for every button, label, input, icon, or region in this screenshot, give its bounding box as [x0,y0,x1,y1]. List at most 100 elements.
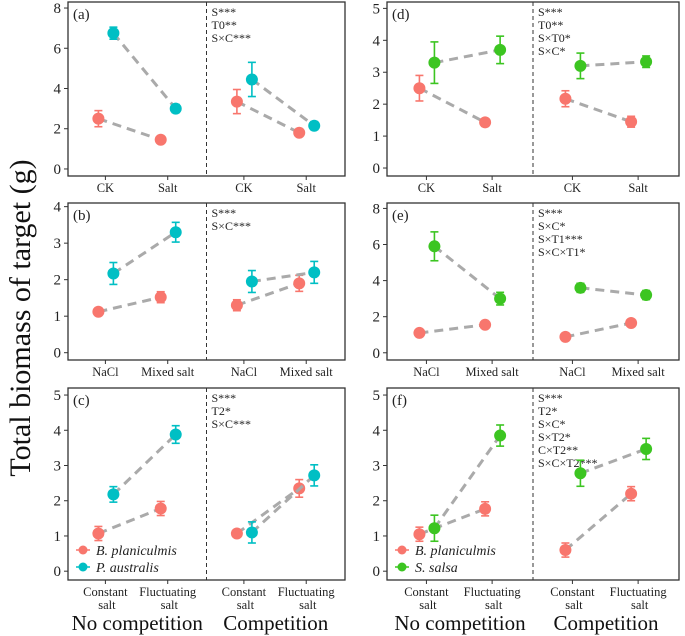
y-tick-label: 0 [373,346,381,362]
data-point [92,527,105,540]
data-point [494,43,507,56]
y-tick-label: 4 [373,274,381,290]
x-tick-label-line: Constant [222,585,267,599]
series-line-s-salsa [434,48,501,65]
significance-annotation: S×C×T2*** [538,456,598,470]
panel-label: (a) [73,7,90,23]
x-tick-label: Fluctuating salt [139,585,197,612]
y-tick-label: 0 [54,346,62,362]
x-tick-label-line: salt [562,598,583,612]
data-point [479,318,492,331]
data-point [107,488,120,501]
series-line-b-planiculmis [565,321,632,339]
significance-annotation: S×C*** [212,417,251,431]
data-point [230,527,243,540]
x-tick-label: NaCl [559,365,586,379]
significance-annotation: S×T1*** [538,232,583,246]
series-line-s-salsa [433,434,502,530]
series-line-b-planiculmis [564,492,633,552]
x-tick-label: CK [564,181,581,195]
y-tick-label: 1 [373,129,381,145]
data-point [169,102,182,115]
legend-label: B. planiculmis [96,544,177,559]
x-tick-label-line: Fluctuating [464,585,522,599]
series-line-b-planiculmis [97,117,162,142]
data-point [413,82,426,95]
data-point [107,27,120,40]
x-tick-label-line: Constant [83,585,128,599]
data-point [230,299,243,312]
significance-annotation: T2* [538,404,557,418]
x-tick-label: Mixed salt [612,365,666,379]
y-tick-label: 2 [373,310,381,326]
data-point [413,528,426,541]
y-axis-title: Total biomass of target (g) [4,159,37,476]
y-tick-label: 0 [373,161,381,177]
y-tick-label: 1 [373,529,381,545]
series-line-b-planiculmis [418,86,486,124]
group-label: Competition [554,611,660,635]
series-line-b-planiculmis [564,97,632,124]
panel-label: (c) [73,393,90,409]
legend-marker [397,562,407,572]
y-tick-label: 2 [373,97,381,113]
series-line-b-planiculmis [97,507,162,535]
significance-annotation: S×T2* [538,430,571,444]
significance-annotation: S×C*** [212,219,251,233]
significance-annotation: S×C×T1* [538,245,586,259]
data-point [169,428,182,441]
data-point [625,317,638,330]
y-tick-label: 1 [54,309,62,325]
significance-annotation: S*** [212,206,237,220]
group-label: Competition [223,611,329,635]
series-line-p-australis [251,270,315,283]
data-point [494,429,507,442]
significance-annotation: S×C* [538,219,565,233]
y-tick-label: 4 [54,200,62,216]
legend-marker [397,545,407,555]
series-line-p-australis [112,230,177,275]
data-point [308,266,321,279]
y-tick-label: 2 [54,494,62,510]
data-point [293,126,306,139]
series-line-p-australis [251,78,316,127]
significance-annotation: S*** [212,391,237,405]
x-tick-label: CK [235,181,252,195]
x-tick-label-line: Constant [550,585,595,599]
series-line-b-planiculmis [236,281,300,307]
x-tick-label: CK [97,181,114,195]
y-tick-label: 4 [54,81,62,97]
data-point [154,502,167,515]
x-tick-label: Salt [158,181,178,195]
series-line-s-salsa [433,245,502,300]
y-tick-label: 2 [54,273,62,289]
legend-label: S. salsa [415,561,458,576]
y-tick-label: 6 [54,41,62,57]
x-tick-label: Salt [482,181,502,195]
y-tick-label: 3 [54,459,62,475]
data-point [625,115,638,128]
x-tick-label: NaCl [413,365,440,379]
y-tick-label: 0 [373,564,381,580]
y-tick-label: 8 [54,1,62,17]
data-point [559,544,572,557]
y-tick-label: 5 [373,1,381,17]
data-point [92,305,105,318]
group-label: No competition [72,611,204,635]
panel-d: 0 1 2 3 4 5 (d) S***T0**S×T0*S×C* CK Salt CK Salt [373,1,680,195]
data-point [428,56,441,69]
x-tick-label: Mixed salt [466,365,520,379]
data-point [154,133,167,146]
data-point [625,487,638,500]
significance-annotation: S×C*** [212,31,251,45]
data-point [428,522,441,535]
data-point [479,116,492,129]
legend-label: P. australis [95,561,159,576]
data-point [308,469,321,482]
x-tick-label-line: Fluctuating [610,585,668,599]
x-tick-label-line: Fluctuating [139,585,197,599]
data-point [640,55,653,68]
significance-annotation: S*** [538,5,563,19]
panel-f: 0 1 2 3 4 5 (f) S***T2*S×C*S×T2*C×T2**S×C×T2***… [373,387,680,635]
